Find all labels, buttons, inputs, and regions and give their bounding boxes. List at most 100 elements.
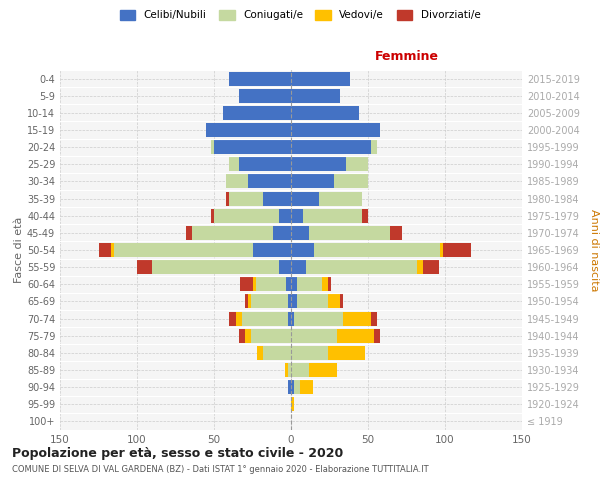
Text: Femmine: Femmine [374,50,439,63]
Bar [245,328,251,342]
Bar [248,174,291,188]
Bar [291,88,340,102]
Bar [239,158,291,172]
Bar [443,243,471,257]
Bar [229,158,239,172]
Bar [291,192,319,205]
Bar [440,243,443,257]
Bar [328,294,340,308]
Bar [253,243,291,257]
Bar [288,312,291,326]
Bar [226,174,248,188]
Bar [371,312,377,326]
Bar [272,226,291,240]
Bar [291,243,314,257]
Bar [263,346,291,360]
Bar [248,294,251,308]
Legend: Celibi/Nubili, Coniugati/e, Vedovi/e, Divorziati/e: Celibi/Nubili, Coniugati/e, Vedovi/e, Di… [119,10,481,20]
Bar [256,278,286,291]
Bar [214,140,291,154]
Bar [371,140,377,154]
Bar [346,158,368,172]
Bar [186,226,193,240]
Bar [343,312,371,326]
Bar [240,278,253,291]
Bar [340,294,343,308]
Bar [328,278,331,291]
Bar [291,380,294,394]
Bar [137,260,152,274]
Bar [334,174,368,188]
Text: Popolazione per età, sesso e stato civile - 2020: Popolazione per età, sesso e stato civil… [12,448,343,460]
Bar [291,174,334,188]
Bar [304,208,362,222]
Bar [214,208,278,222]
Bar [253,278,256,291]
Bar [152,260,278,274]
Bar [310,363,337,377]
Bar [251,294,288,308]
Bar [291,106,359,120]
Bar [226,192,229,205]
Bar [114,243,253,257]
Bar [389,226,402,240]
Bar [229,72,291,86]
Bar [297,278,322,291]
Bar [291,398,294,411]
Bar [307,260,417,274]
Bar [288,294,291,308]
Bar [239,88,291,102]
Bar [291,278,297,291]
Bar [291,346,328,360]
Bar [424,260,439,274]
Bar [417,260,424,274]
Bar [319,192,362,205]
Bar [257,346,263,360]
Bar [211,208,214,222]
Y-axis label: Anni di nascita: Anni di nascita [589,209,599,291]
Bar [291,260,307,274]
Bar [98,243,111,257]
Bar [229,312,236,326]
Bar [314,243,440,257]
Bar [300,380,313,394]
Bar [245,294,248,308]
Bar [223,106,291,120]
Bar [288,363,291,377]
Bar [239,328,245,342]
Bar [291,294,297,308]
Bar [263,192,291,205]
Bar [310,226,389,240]
Y-axis label: Fasce di età: Fasce di età [14,217,24,283]
Bar [206,123,291,137]
Bar [294,380,300,394]
Bar [328,346,365,360]
Bar [291,123,380,137]
Text: COMUNE DI SELVA DI VAL GARDENA (BZ) - Dati ISTAT 1° gennaio 2020 - Elaborazione : COMUNE DI SELVA DI VAL GARDENA (BZ) - Da… [12,466,428,474]
Bar [285,363,288,377]
Bar [297,294,328,308]
Bar [291,140,371,154]
Bar [337,328,374,342]
Bar [291,363,310,377]
Bar [286,278,291,291]
Bar [291,312,294,326]
Bar [294,312,343,326]
Bar [288,380,291,394]
Bar [374,328,380,342]
Bar [291,328,337,342]
Bar [229,192,263,205]
Bar [322,278,328,291]
Bar [291,158,346,172]
Bar [291,72,350,86]
Bar [278,208,291,222]
Bar [211,140,214,154]
Bar [236,312,242,326]
Bar [251,328,291,342]
Bar [362,208,368,222]
Bar [242,312,288,326]
Bar [291,208,304,222]
Bar [111,243,114,257]
Bar [291,226,310,240]
Bar [193,226,272,240]
